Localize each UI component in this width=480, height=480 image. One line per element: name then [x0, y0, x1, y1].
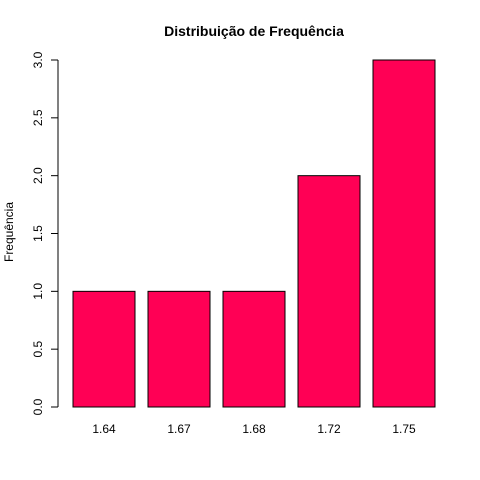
x-tick-label: 1.68 — [242, 422, 266, 436]
bar-1.72 — [297, 175, 361, 408]
x-tick-label: 1.75 — [392, 422, 416, 436]
x-tick-labels: 1.64 1.67 1.68 1.72 1.75 — [92, 422, 416, 436]
bars-group — [72, 59, 436, 408]
y-axis-label: Frequência — [2, 202, 16, 262]
chart-title: Distribuição de Frequência — [164, 23, 344, 39]
y-tick-label: 2.0 — [31, 167, 45, 184]
y-tick-label: 0.5 — [31, 341, 45, 358]
x-tick-label: 1.67 — [167, 422, 191, 436]
x-tick-label: 1.64 — [92, 422, 116, 436]
bar-1.68 — [222, 290, 286, 408]
y-tick-label: 0.0 — [31, 398, 45, 415]
y-tick-label: 3.0 — [31, 51, 45, 68]
y-tick-label: 2.5 — [31, 109, 45, 126]
y-tick-label: 1.5 — [31, 225, 45, 242]
bar-1.75 — [372, 59, 436, 408]
bar-1.64 — [72, 290, 136, 408]
y-tick-label: 1.0 — [31, 283, 45, 300]
y-axis: 0.0 0.5 1.0 1.5 2.0 2.5 3.0 — [31, 51, 59, 415]
x-tick-label: 1.72 — [317, 422, 341, 436]
bar-1.67 — [147, 290, 211, 408]
